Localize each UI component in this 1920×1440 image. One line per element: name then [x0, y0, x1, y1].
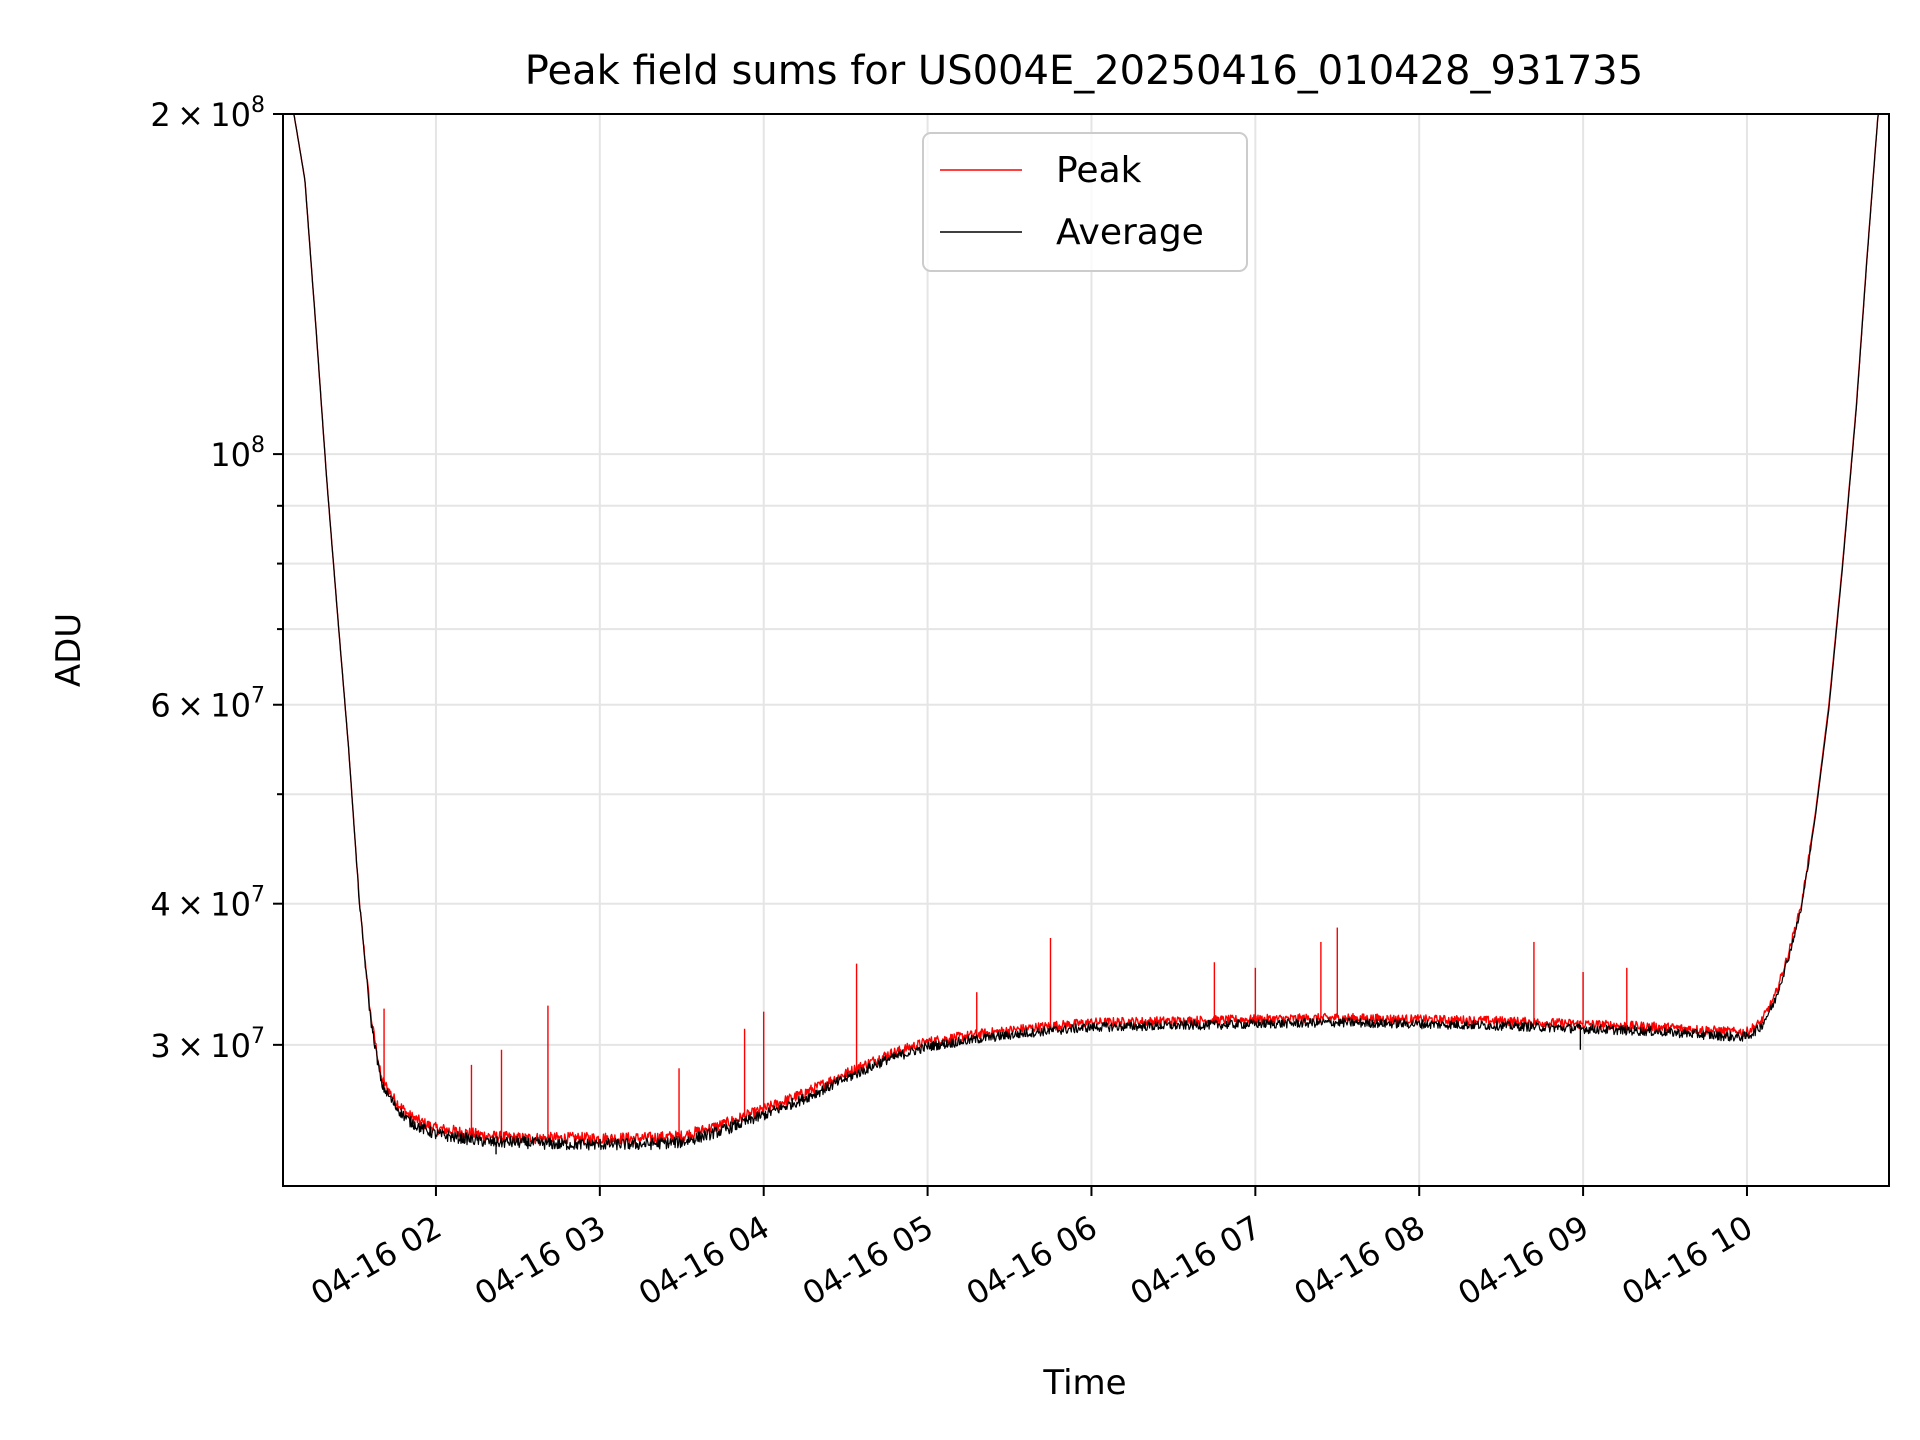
data-series	[283, 114, 1889, 1155]
series-line-average	[283, 114, 1889, 1151]
legend-average-label: Average	[1056, 212, 1204, 253]
series-peak	[283, 114, 1889, 1145]
y-tick-label: 4 × 107	[150, 883, 265, 924]
legend-peak-label: Peak	[1056, 150, 1142, 191]
plot-frame	[282, 113, 1890, 1187]
legend: Peak Average	[922, 132, 1248, 272]
x-axis-label: Time	[1042, 1363, 1126, 1403]
y-tick-label: 6 × 107	[150, 684, 265, 725]
legend-box	[922, 132, 1248, 272]
y-tick-label: 3 × 107	[150, 1024, 265, 1065]
y-tick-label: 2 × 108	[150, 93, 265, 134]
y-axis-label: ADU	[49, 613, 89, 687]
plot-area	[283, 114, 1889, 1186]
chart-title: Peak field sums for US004E_20250416_0104…	[525, 48, 1643, 94]
series-line-peak	[283, 114, 1889, 1145]
series-average	[283, 114, 1889, 1155]
